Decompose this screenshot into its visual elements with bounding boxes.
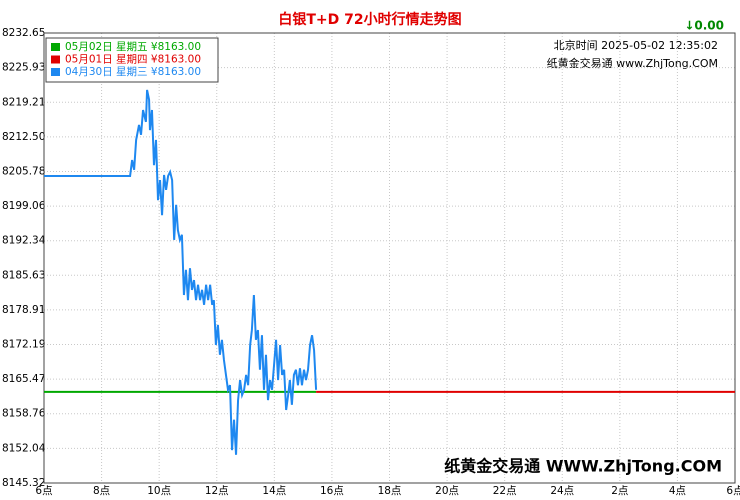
x-tick-label: 22点 [493, 485, 517, 497]
legend-label: 05月02日 星期五 ¥8163.00 [65, 41, 201, 53]
y-tick-label: 8232.65 [2, 27, 45, 39]
legend-swatch [51, 43, 60, 51]
y-tick-label: 8172.19 [2, 339, 45, 351]
legend-swatch [51, 55, 60, 64]
y-tick-label: 8192.34 [2, 235, 46, 247]
y-tick-label: 8205.78 [2, 165, 45, 177]
x-tick-label: 24点 [550, 485, 574, 497]
change-label: ↓0.00 [684, 19, 724, 33]
time-label: 北京时间 2025-05-02 12:35:02 [554, 38, 718, 52]
chart-title: 白银T+D 72小时行情走势图 [278, 11, 461, 28]
y-tick-label: 8152.04 [2, 442, 46, 454]
y-tick-label: 8225.93 [2, 62, 45, 74]
x-tick-label: 6点 [35, 485, 52, 497]
x-tick-label: 20点 [435, 485, 459, 497]
x-tick-label: 16点 [320, 485, 344, 497]
plot-border [43, 32, 736, 484]
y-tick-label: 8212.50 [2, 131, 45, 143]
y-tick-label: 8178.91 [2, 304, 45, 316]
y-tick-label: 8158.76 [2, 408, 46, 420]
x-tick-label: 12点 [205, 485, 229, 497]
legend-label: 05月01日 星期四 ¥8163.00 [65, 54, 201, 66]
series-line [44, 89, 318, 455]
x-tick-label: 14点 [262, 485, 286, 497]
y-tick-label: 8145.32 [2, 477, 45, 489]
y-tick-label: 8219.21 [2, 96, 45, 108]
y-tick-label: 8165.47 [2, 373, 45, 385]
x-tick-label: 18点 [378, 485, 402, 497]
x-tick-label: 10点 [147, 485, 171, 497]
legend-swatch [51, 68, 60, 76]
watermark: 纸黄金交易通 WWW.ZhjTong.COM [444, 457, 722, 476]
y-tick-label: 8199.06 [2, 200, 46, 212]
site-label: 纸黄金交易通 www.ZhjTong.COM [547, 56, 718, 70]
legend-box [45, 37, 219, 83]
x-tick-label: 2点 [611, 485, 628, 497]
x-tick-label: 4点 [669, 485, 686, 497]
x-tick-label: 6点 [726, 485, 740, 497]
legend-label: 04月30日 星期三 ¥8163.00 [65, 66, 201, 78]
y-tick-label: 8185.63 [2, 269, 45, 281]
x-tick-label: 8点 [93, 485, 110, 497]
